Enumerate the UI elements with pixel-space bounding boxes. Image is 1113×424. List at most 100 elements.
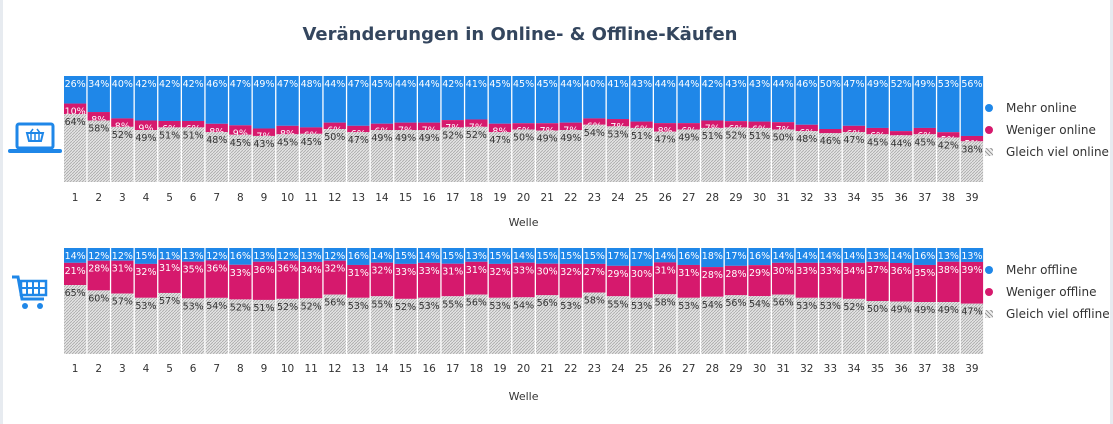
legend-item-less-online: Weniger online <box>985 119 1109 141</box>
data-label: 12% <box>112 251 133 262</box>
data-label: 52% <box>891 79 912 90</box>
data-label: 50% <box>513 133 534 144</box>
data-label: 49% <box>253 79 274 90</box>
bar-segment-more <box>111 76 134 119</box>
data-label: 29% <box>749 268 770 279</box>
bar-segment-more <box>772 76 795 123</box>
x-tick-label: 26 <box>658 363 672 375</box>
data-label: 52% <box>466 130 487 141</box>
x-tick-label: 10 <box>281 363 294 375</box>
bar-segment-same <box>701 127 724 182</box>
bar-segment-less <box>276 125 299 135</box>
data-label: 48% <box>796 134 817 145</box>
bar-segment-more <box>559 248 582 264</box>
x-tick-label: 29 <box>729 363 742 375</box>
bar-segment-more <box>677 76 700 124</box>
data-label: 17% <box>725 251 746 262</box>
data-label: 27% <box>584 267 605 278</box>
data-label: 57% <box>159 296 180 307</box>
data-label: 52% <box>725 130 746 141</box>
data-label: 46% <box>820 136 841 147</box>
bar-segment-more <box>748 248 771 266</box>
bar-segment-more <box>772 248 795 263</box>
bar-segment-more <box>441 76 464 121</box>
data-label: 30% <box>773 266 794 277</box>
data-label: 13% <box>961 251 982 262</box>
data-label: 64% <box>65 117 86 128</box>
x-tick-label: 22 <box>564 363 577 375</box>
x-tick-label: 9 <box>261 363 268 375</box>
bar-segment-less <box>583 118 606 125</box>
legend-label: Mehr offline <box>1006 263 1078 277</box>
data-label: 34% <box>88 79 109 90</box>
bar-segment-less <box>748 265 771 297</box>
data-label: 14% <box>513 251 534 262</box>
x-tick-label: 7 <box>213 192 220 204</box>
data-label: 53% <box>183 301 204 312</box>
bar-segment-less <box>890 262 913 302</box>
data-label: 42% <box>702 79 723 90</box>
x-tick-label: 38 <box>942 363 955 375</box>
bar-segment-less <box>913 264 936 303</box>
bar-segment-same <box>441 127 464 182</box>
x-tick-label: 7 <box>213 363 220 375</box>
bar-segment-less <box>252 261 276 300</box>
x-tick-label: 4 <box>143 363 150 375</box>
x-tick-label: 20 <box>517 363 530 375</box>
bar-segment-less <box>111 118 134 127</box>
bar-segment-less <box>488 123 512 133</box>
bar-segment-less <box>654 262 677 295</box>
bar-segment-same <box>842 132 866 182</box>
legend-label: Gleich viel offline <box>1006 307 1110 321</box>
bar-segment-less <box>772 262 795 295</box>
data-label: 31% <box>159 263 180 274</box>
data-label: 53% <box>348 301 369 312</box>
x-tick-label: 24 <box>611 363 625 375</box>
data-label: 34% <box>301 265 322 276</box>
bar-segment-more <box>205 248 228 261</box>
bar-segment-more <box>795 76 818 125</box>
data-label: 53% <box>135 301 156 312</box>
data-label: 49% <box>560 133 581 144</box>
bar-segment-more <box>937 76 960 133</box>
x-tick-label: 34 <box>847 363 861 375</box>
bar-segment-same <box>772 294 795 354</box>
bar-segment-same <box>937 137 960 182</box>
x-tick-label: 39 <box>965 363 978 375</box>
bar-segment-less <box>960 135 984 142</box>
data-label: 49% <box>914 305 935 316</box>
bar-segment-more <box>488 248 512 264</box>
data-label: 45% <box>230 138 251 149</box>
bar-segment-same <box>323 294 346 354</box>
bar-segment-less <box>559 263 582 298</box>
data-label: 56% <box>725 298 746 309</box>
bar-segment-more <box>229 248 252 265</box>
data-label: 58% <box>655 297 676 308</box>
bar-segment-same <box>677 297 700 354</box>
data-label: 15% <box>584 251 605 262</box>
bar-segment-same <box>87 290 110 354</box>
bar-segment-more <box>394 76 417 123</box>
data-label: 44% <box>773 79 794 90</box>
legend-swatch <box>985 266 993 274</box>
bar-segment-less <box>465 119 488 127</box>
data-label: 52% <box>442 130 463 141</box>
data-label: 36% <box>891 266 912 277</box>
data-label: 44% <box>395 79 416 90</box>
bar-segment-more <box>960 76 984 136</box>
x-tick-label: 6 <box>190 192 197 204</box>
bar-segment-less <box>347 125 370 133</box>
data-label: 58% <box>584 296 605 307</box>
data-label: 36% <box>277 264 298 275</box>
x-tick-label: 35 <box>871 363 884 375</box>
bar-segment-less <box>488 263 512 298</box>
data-label: 52% <box>395 302 416 313</box>
data-label: 17% <box>607 251 628 262</box>
data-label: 17% <box>631 251 652 262</box>
data-label: 39% <box>961 265 982 276</box>
data-label: 53% <box>938 79 959 90</box>
data-label: 14% <box>419 251 440 262</box>
x-tick-label: 31 <box>776 363 789 375</box>
data-label: 47% <box>277 79 298 90</box>
data-label: 16% <box>914 251 935 262</box>
